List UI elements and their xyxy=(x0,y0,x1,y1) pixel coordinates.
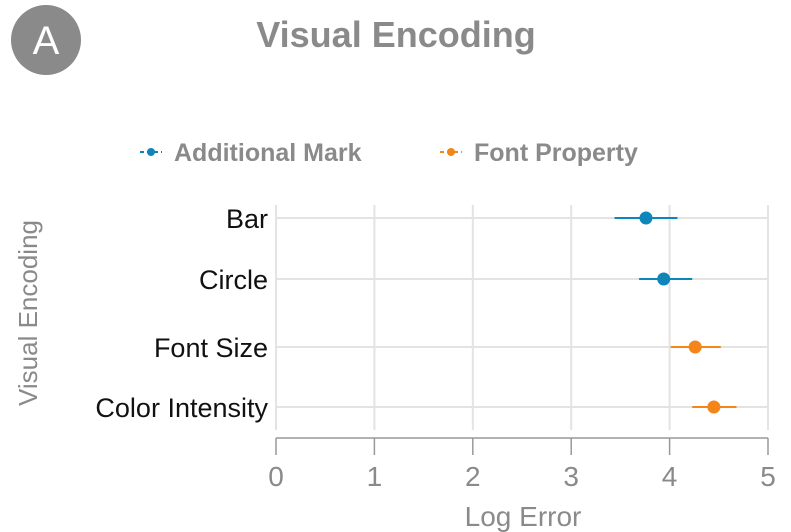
x-axis-title: Log Error xyxy=(465,501,582,532)
grid xyxy=(275,205,769,430)
x-tick-label: 3 xyxy=(563,461,579,492)
y-category-label: Circle xyxy=(199,265,268,295)
y-axis-labels: Bar Circle Font Size Color Intensity xyxy=(95,204,268,423)
x-tick-label: 0 xyxy=(268,461,284,492)
y-category-label: Font Size xyxy=(154,333,268,363)
y-category-label: Bar xyxy=(226,204,268,234)
panel-badge: A xyxy=(11,5,81,75)
data-point xyxy=(639,211,653,225)
y-axis-title: Visual Encoding xyxy=(13,220,43,406)
legend-marker-dot xyxy=(147,148,155,156)
x-tick-label: 2 xyxy=(465,461,481,492)
x-tick-label: 5 xyxy=(760,461,776,492)
data-marks xyxy=(614,211,737,414)
legend: Additional Mark Font Property xyxy=(140,139,638,167)
data-point xyxy=(657,272,671,286)
legend-label: Font Property xyxy=(474,139,638,167)
legend-label: Additional Mark xyxy=(174,139,362,167)
x-tick-label: 1 xyxy=(367,461,383,492)
panel-label: A xyxy=(33,19,60,63)
x-axis: 0 1 2 3 4 5 xyxy=(268,437,776,492)
legend-marker-dot xyxy=(447,148,455,156)
data-point xyxy=(707,400,721,414)
panel-badge-circle xyxy=(11,5,81,75)
y-category-label: Color Intensity xyxy=(95,393,268,423)
x-tick-label: 4 xyxy=(662,461,678,492)
chart-title: Visual Encoding xyxy=(256,14,535,55)
data-point xyxy=(688,340,702,354)
